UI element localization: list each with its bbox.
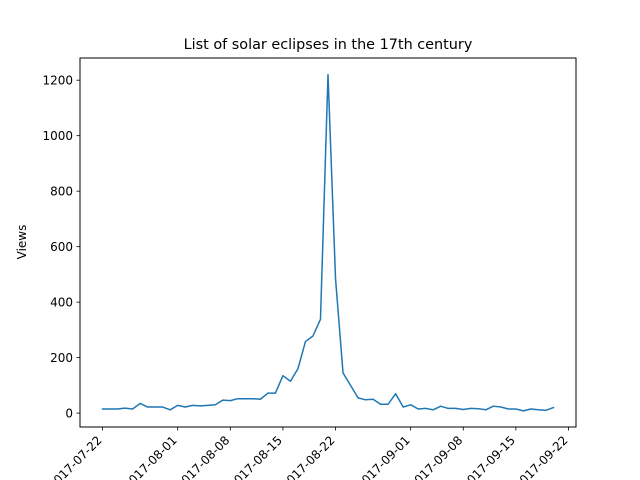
- y-tick-label: 0: [65, 407, 73, 421]
- series-group: [101, 73, 555, 412]
- y-tick-label: 1000: [42, 129, 73, 143]
- y-axis-label: Views: [15, 225, 29, 260]
- y-tick-label: 200: [50, 351, 73, 365]
- y-tick-label: 1200: [42, 74, 73, 88]
- plot-frame: [79, 57, 577, 428]
- chart-title: List of solar eclipses in the 17th centu…: [184, 37, 473, 53]
- y-tick-label: 800: [50, 185, 73, 199]
- series-line: [101, 73, 555, 412]
- y-axis: 0 200 400 600 800 1000 1200: [42, 74, 80, 421]
- y-tick-label: 400: [50, 296, 73, 310]
- y-tick-label: 600: [50, 240, 73, 254]
